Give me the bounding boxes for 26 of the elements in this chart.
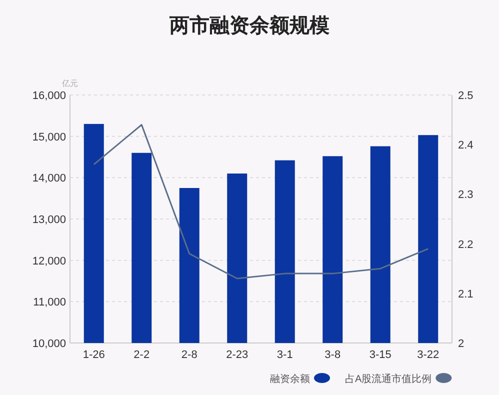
y2-tick-label: 2: [458, 338, 464, 350]
y2-tick-label: 2.2: [458, 238, 474, 251]
y2-tick-label: 2.4: [458, 140, 474, 152]
y-tick-label: 12,000: [32, 255, 66, 268]
y-tick-label: 13,000: [32, 214, 66, 226]
legend-label: 融资余额: [270, 373, 310, 385]
y2-tick-label: 2.3: [458, 189, 474, 202]
x-tick-label: 1-26: [82, 349, 105, 361]
chart-title: 两市融资余额规模: [168, 14, 330, 37]
x-tick-label: 3-22: [417, 349, 440, 361]
x-tick-label: 3-1: [276, 349, 293, 361]
x-tick-label: 2-23: [226, 349, 248, 361]
y-tick-label: 10,000: [32, 338, 66, 350]
x-tick-label: 2-8: [181, 349, 198, 361]
y2-tick-label: 2.1: [458, 288, 474, 300]
y-axis-title: 亿元: [61, 79, 78, 88]
y-tick-label: 14,000: [32, 172, 66, 185]
y-tick-label: 11,000: [33, 296, 66, 309]
line-series: [93, 124, 429, 280]
x-tick-label: 3-8: [324, 349, 341, 361]
y2-tick-label: 2.5: [458, 90, 474, 102]
legend-label: 占A股流通市值比例: [345, 373, 432, 385]
x-tick-label: 3-15: [369, 349, 392, 361]
y-tick-label: 15,000: [32, 131, 66, 144]
x-tick-label: 2-2: [134, 349, 150, 361]
y-tick-label: 16,000: [32, 90, 66, 102]
